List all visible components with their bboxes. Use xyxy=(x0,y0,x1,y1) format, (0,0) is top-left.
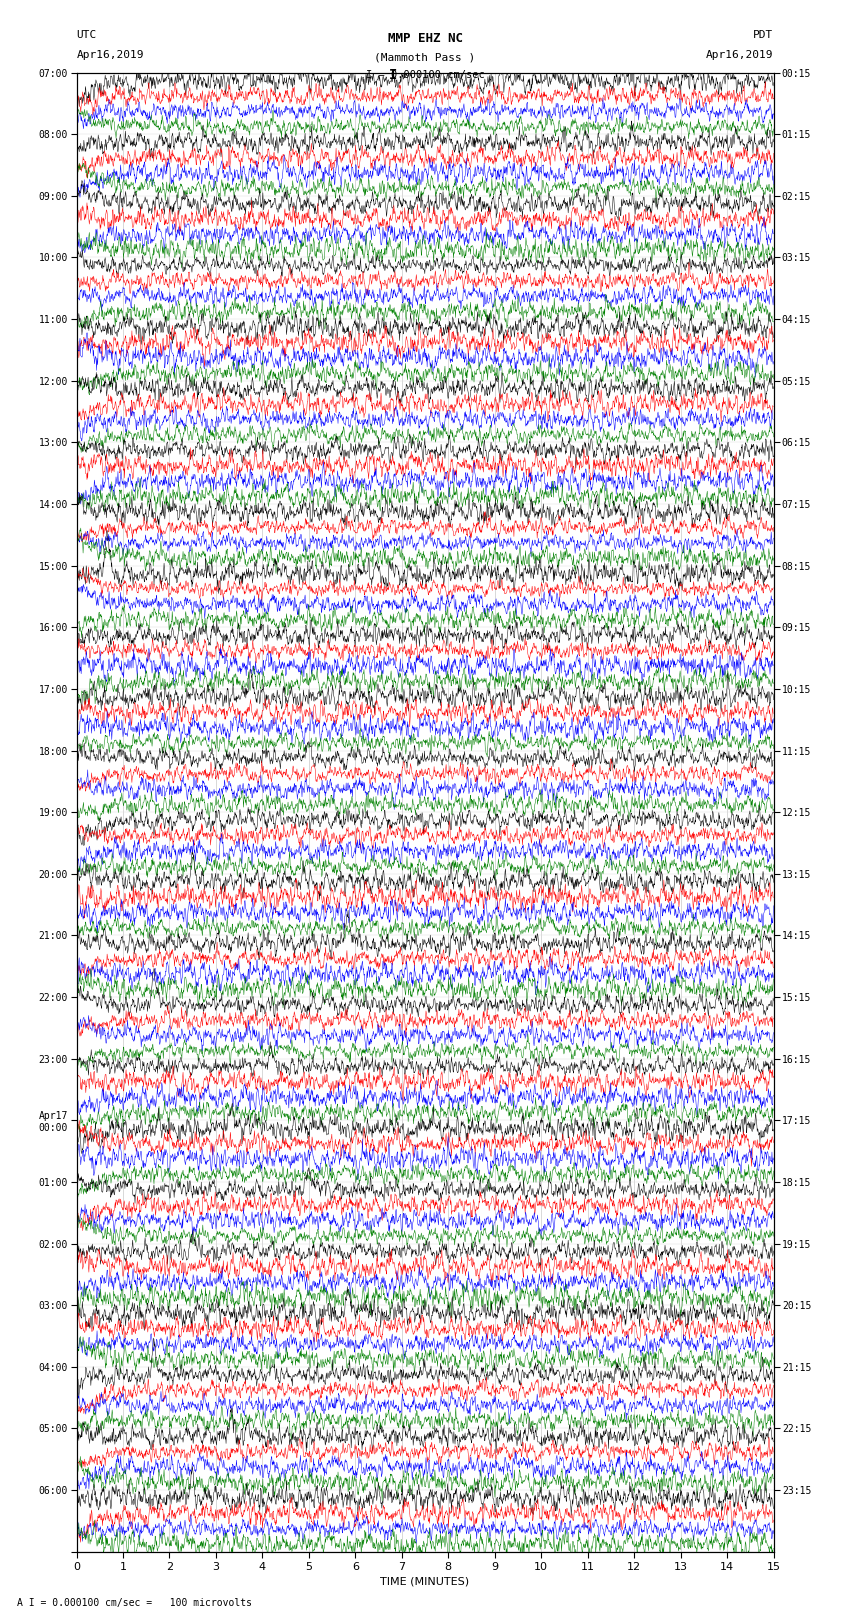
Text: Apr16,2019: Apr16,2019 xyxy=(76,50,144,60)
Text: Apr16,2019: Apr16,2019 xyxy=(706,50,774,60)
Text: I: I xyxy=(388,68,397,82)
Text: UTC: UTC xyxy=(76,31,97,40)
Text: MMP EHZ NC: MMP EHZ NC xyxy=(388,32,462,45)
Text: I = 0.000100 cm/sec: I = 0.000100 cm/sec xyxy=(366,69,484,79)
X-axis label: TIME (MINUTES): TIME (MINUTES) xyxy=(381,1576,469,1586)
Text: (Mammoth Pass ): (Mammoth Pass ) xyxy=(374,53,476,63)
Text: PDT: PDT xyxy=(753,31,774,40)
Text: A I = 0.000100 cm/sec =   100 microvolts: A I = 0.000100 cm/sec = 100 microvolts xyxy=(17,1598,252,1608)
